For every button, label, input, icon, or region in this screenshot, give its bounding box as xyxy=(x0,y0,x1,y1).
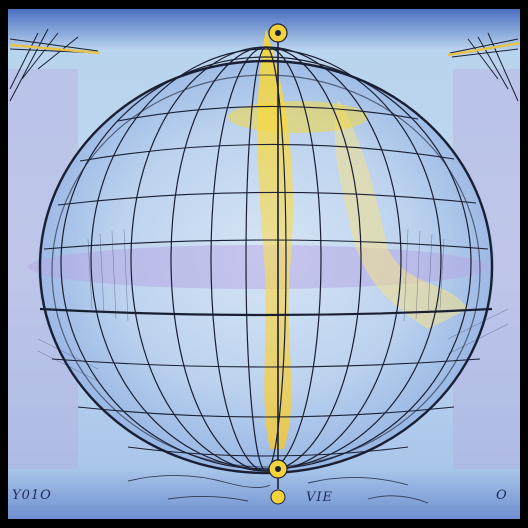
globe-outline xyxy=(38,59,494,475)
parallel xyxy=(43,239,489,250)
right-glow xyxy=(334,99,468,329)
wedge-glow xyxy=(9,43,101,55)
corner-sketch-right xyxy=(447,32,520,102)
parallel xyxy=(79,143,455,162)
pole-dot xyxy=(275,30,281,36)
globe-illustration xyxy=(8,9,520,519)
hatch-line xyxy=(99,233,105,315)
hatch-line xyxy=(439,238,445,310)
parallel xyxy=(57,191,477,206)
hatch-line xyxy=(111,230,117,320)
hatch-line xyxy=(415,230,421,320)
corner-sketch-left xyxy=(9,28,101,102)
wedge-glow xyxy=(447,41,520,57)
wedge-lines xyxy=(9,28,99,102)
hatch-line xyxy=(427,233,433,315)
hatch-line xyxy=(123,228,129,322)
pole-dot xyxy=(275,466,281,472)
scribble-line xyxy=(367,495,429,504)
scribble-caption-right: O xyxy=(496,488,508,503)
scribble-caption-left: Y01O xyxy=(12,488,52,503)
scribble-line xyxy=(307,477,409,486)
parallel xyxy=(117,105,419,122)
outer-rim xyxy=(38,59,494,475)
bottom-scribbles xyxy=(127,475,429,504)
hatch-line xyxy=(447,323,509,355)
hatch-line xyxy=(87,238,93,310)
hatch-line xyxy=(447,308,509,340)
north-pole-ornament xyxy=(268,23,288,43)
hatch-line xyxy=(37,350,99,382)
inner-rim xyxy=(51,74,481,468)
parallel xyxy=(51,358,481,368)
hatch-line xyxy=(37,338,99,370)
parallel xyxy=(127,446,409,457)
parallel xyxy=(77,406,455,418)
meridian xyxy=(130,46,402,472)
scribble-caption-center: VIE xyxy=(306,490,334,505)
south-pole-ornament xyxy=(268,459,288,505)
pole-circle xyxy=(270,489,286,505)
wedge-lines xyxy=(449,32,519,102)
hatching xyxy=(37,228,509,382)
meridian xyxy=(60,56,472,470)
scribble-line xyxy=(167,495,249,502)
scribble-line xyxy=(127,475,271,488)
parallel-lines xyxy=(39,105,493,457)
hatch-line xyxy=(403,228,409,322)
crown-glow xyxy=(228,101,368,133)
meridian-lines xyxy=(60,31,472,489)
equator xyxy=(39,307,493,317)
